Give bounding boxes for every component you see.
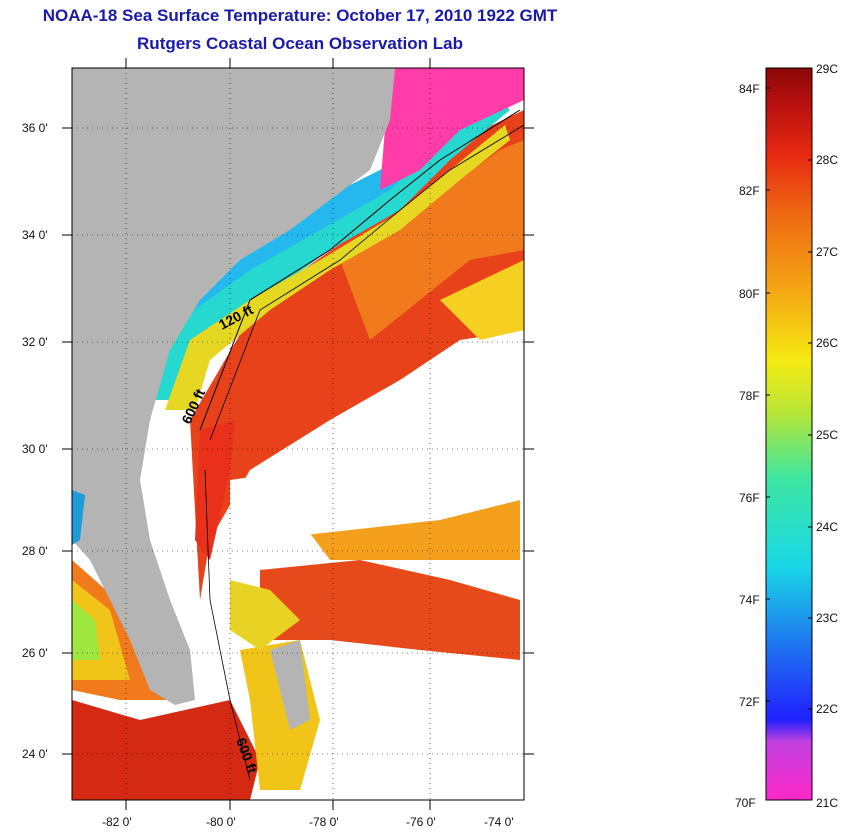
lat-label-24: 24 0' <box>22 747 48 761</box>
colorbar-c-22: 22C <box>816 702 838 716</box>
lat-label-26: 26 0' <box>22 646 48 660</box>
sst-image <box>72 68 524 800</box>
lon-label-80: -80 0' <box>206 815 236 829</box>
lon-label-74: -74 0' <box>484 815 514 829</box>
map-frame <box>71 67 525 801</box>
colorbar-c-23: 23C <box>816 611 838 625</box>
lat-label-34: 34 0' <box>22 228 48 242</box>
lat-label-32: 32 0' <box>22 335 48 349</box>
colorbar-f-74: 74F <box>739 593 760 607</box>
colorbar-c-29: 29C <box>816 62 838 76</box>
axis-ticks <box>62 58 534 810</box>
colorbar-c-21: 21C <box>816 796 838 810</box>
colorbar-c-24: 24C <box>816 520 838 534</box>
map-subtitle: Rutgers Coastal Ocean Observation Lab <box>137 34 463 53</box>
lon-label-78: -78 0' <box>309 815 339 829</box>
colorbar-c-28: 28C <box>816 153 838 167</box>
colorbar-f-84: 84F <box>739 82 760 96</box>
colorbar: 84F 82F 80F 78F 76F 74F 72F 70F 29C 28C … <box>735 62 838 810</box>
lat-label-28: 28 0' <box>22 544 48 558</box>
colorbar-c-27: 27C <box>816 245 838 259</box>
graticule <box>72 68 524 800</box>
colorbar-f-70: 70F <box>735 796 756 810</box>
lat-label-30: 30 0' <box>22 442 48 456</box>
colorbar-c-26: 26C <box>816 336 838 350</box>
lon-label-82: -82 0' <box>102 815 132 829</box>
colorbar-f-76: 76F <box>739 491 760 505</box>
colorbar-f-82: 82F <box>739 184 760 198</box>
map-title: NOAA-18 Sea Surface Temperature: October… <box>42 6 558 25</box>
colorbar-f-78: 78F <box>739 389 760 403</box>
colorbar-gradient <box>765 67 813 801</box>
colorbar-c-25: 25C <box>816 428 838 442</box>
colorbar-f-80: 80F <box>739 287 760 301</box>
lat-label-36: 36 0' <box>22 121 48 135</box>
colorbar-f-72: 72F <box>739 695 760 709</box>
lon-label-76: -76 0' <box>406 815 436 829</box>
